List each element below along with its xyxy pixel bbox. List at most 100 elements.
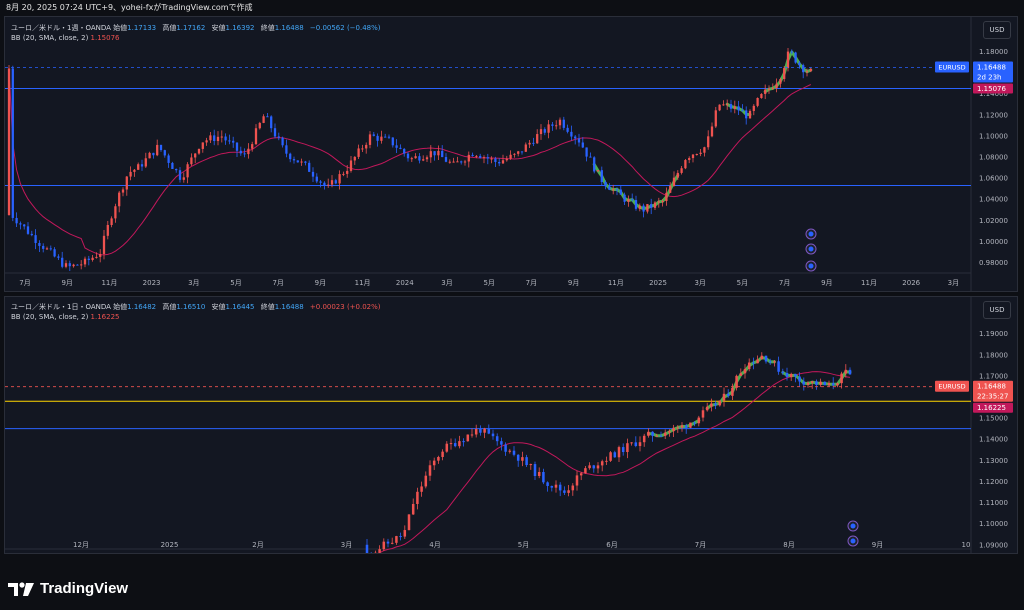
candle-body — [764, 355, 768, 362]
candle-body — [546, 482, 549, 486]
candle-body — [68, 263, 71, 267]
candle-body — [699, 152, 702, 155]
candle-body — [23, 224, 26, 227]
candle-body — [334, 180, 337, 184]
candle-body — [798, 376, 801, 382]
candle-body — [34, 235, 37, 244]
candle-body — [416, 491, 419, 504]
candle-body — [584, 468, 587, 474]
candle-body — [432, 460, 436, 466]
candle-body — [605, 460, 608, 462]
candle-body — [726, 104, 729, 106]
candle-body — [657, 201, 660, 203]
candle-body — [338, 174, 341, 184]
daily-chart-panel[interactable]: ユーロ／米ドル・1日・OANDA 始値1.16482 高値1.16510 安値1… — [4, 296, 1018, 554]
x-tick-label: 3月 — [948, 279, 959, 287]
close-value: 1.16488 — [274, 24, 304, 32]
candle-body — [386, 541, 390, 544]
tradingview-logo[interactable]: TradingView — [8, 580, 128, 597]
x-tick-label: 3月 — [441, 279, 452, 287]
candle-body — [349, 160, 353, 171]
candle-body — [448, 161, 451, 163]
candle-body — [581, 142, 584, 148]
candle-body — [504, 444, 507, 452]
candle-body — [270, 116, 273, 129]
candle-body — [308, 162, 311, 172]
daily-ohlc-legend: ユーロ／米ドル・1日・OANDA 始値1.16482 高値1.16510 安値1… — [11, 302, 381, 312]
candle-body — [676, 172, 679, 178]
candle-body — [390, 542, 394, 544]
bb-value-tag-text: 1.16225 — [977, 404, 1006, 412]
candle-body — [357, 148, 360, 157]
candle-body — [785, 373, 789, 378]
candle-body — [319, 181, 322, 183]
last-price-tag — [973, 380, 1013, 402]
bb-label: BB (20, SMA, close, 2) — [11, 34, 89, 42]
bb-value-tag — [973, 83, 1013, 94]
y-tick-label: 1.15000 — [979, 415, 1008, 423]
candle-body — [831, 383, 835, 386]
candle-body — [617, 447, 621, 458]
candle-body — [752, 362, 755, 364]
y-tick-label: 1.19000 — [979, 330, 1008, 338]
high-label: 高値 — [162, 24, 177, 32]
candle-body — [15, 217, 18, 224]
candle-body — [118, 192, 121, 207]
candle-body — [752, 105, 755, 111]
candle-body — [428, 465, 432, 476]
low-label: 安値 — [211, 24, 226, 32]
candle-body — [551, 124, 554, 126]
y-tick-label: 1.08000 — [979, 154, 1008, 162]
candle-body — [802, 65, 805, 73]
x-tick-label: 2月 — [252, 541, 263, 549]
candle-body — [304, 161, 307, 163]
candle-body — [756, 359, 759, 364]
currency-button[interactable]: USD — [983, 21, 1011, 39]
x-tick-label: 7月 — [779, 279, 790, 287]
x-tick-label: 5月 — [518, 541, 529, 549]
candle-body — [542, 472, 545, 483]
candle-body — [767, 88, 771, 90]
weekly-chart-panel[interactable]: ユーロ／米ドル・1週・OANDA 始値1.17133 高値1.17162 安値1… — [4, 16, 1018, 292]
candle-body — [330, 180, 334, 185]
currency-button[interactable]: USD — [983, 301, 1011, 319]
candle-body — [604, 181, 607, 187]
bb-value-tag-text: 1.15076 — [977, 85, 1006, 93]
candle-body — [570, 131, 573, 137]
candle-body — [228, 140, 231, 142]
candle-body — [768, 361, 772, 363]
candle-body — [501, 160, 505, 164]
symbol-tag-text: EURUSD — [938, 383, 965, 391]
candle-body — [647, 431, 650, 436]
daily-bb-legend: BB (20, SMA, close, 2) 1.16225 — [11, 313, 120, 321]
candle-body — [695, 154, 698, 156]
candle-body — [186, 164, 189, 178]
bollinger-basis-line — [377, 371, 851, 553]
candle-body — [462, 441, 465, 443]
candle-body — [424, 475, 428, 487]
weekly-bb-legend: BB (20, SMA, close, 2) 1.15076 — [11, 34, 120, 42]
x-tick-label: 8月 — [783, 541, 794, 549]
candle-body — [466, 434, 470, 442]
candle-body — [665, 192, 668, 201]
candle-body — [543, 129, 546, 133]
x-tick-label: 9月 — [315, 279, 326, 287]
candle-body — [407, 514, 411, 531]
candle-body — [140, 164, 144, 167]
candle-body — [327, 184, 330, 186]
candle-body — [487, 428, 491, 434]
x-tick-label: 7月 — [19, 279, 30, 287]
candle-body — [805, 71, 809, 73]
candle-body — [615, 189, 619, 191]
candle-body — [387, 136, 391, 138]
candle-body — [626, 443, 629, 453]
candle-body — [262, 116, 265, 123]
candle-body — [735, 375, 738, 388]
candle-body — [745, 110, 748, 119]
y-tick-label: 1.10000 — [979, 132, 1008, 140]
candle-body — [491, 433, 495, 437]
candle-body — [175, 169, 178, 171]
event-marker-dot — [850, 523, 856, 529]
candle-body — [731, 387, 734, 396]
candle-body — [498, 162, 501, 164]
